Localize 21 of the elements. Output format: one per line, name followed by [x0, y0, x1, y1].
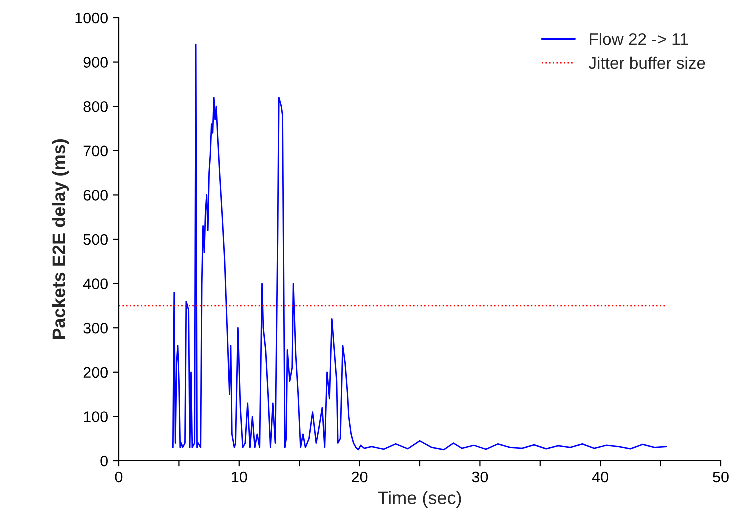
y-tick-label: 500 — [84, 234, 108, 246]
y-tick-label: 800 — [84, 101, 108, 112]
x-tick-label: 30 — [472, 472, 488, 483]
x-tick-label: 10 — [232, 472, 248, 483]
legend-label: Jitter buffer size — [588, 56, 706, 70]
y-tick-label: 300 — [84, 322, 108, 334]
y-tick-label: 200 — [84, 367, 108, 378]
x-tick-label: 20 — [352, 472, 368, 483]
legend-label: Flow 22 -> 11 — [590, 33, 688, 46]
y-tick-label: 1000 — [76, 12, 108, 24]
y-tick-label: 400 — [83, 278, 108, 290]
y-tick-label: 900 — [84, 57, 108, 68]
x-tick-label: 0 — [115, 472, 123, 483]
x-axis-title: Time (sec) — [378, 491, 462, 508]
x-tick-label: 40 — [592, 472, 608, 483]
y-tick-label: 100 — [84, 412, 108, 422]
y-tick-label: 0 — [100, 456, 108, 467]
y-tick-label: 700 — [84, 146, 108, 157]
y-tick-label: 600 — [84, 190, 108, 201]
x-tick-label: 50 — [713, 472, 729, 483]
y-axis-title: Packets E2E delay (ms) — [52, 140, 70, 340]
